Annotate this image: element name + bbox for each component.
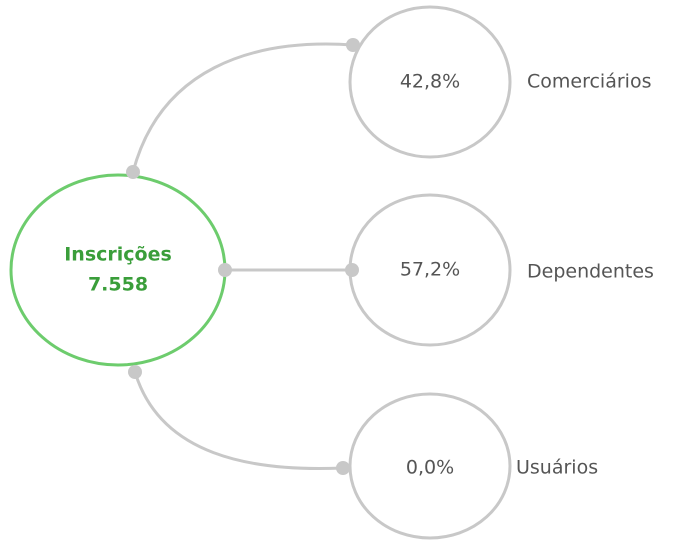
connector xyxy=(133,371,344,470)
node xyxy=(348,5,512,159)
connector-dot xyxy=(345,263,359,277)
node-percent: 57,2% xyxy=(400,259,460,281)
connector-dot xyxy=(336,461,350,475)
center-value: 7.558 xyxy=(88,274,148,296)
connector xyxy=(131,42,354,173)
center-label: Inscrições xyxy=(64,244,172,266)
connector-dot xyxy=(128,365,142,379)
node-label: Dependentes xyxy=(527,261,654,283)
node-percent: 42,8% xyxy=(400,71,460,93)
connector-dot xyxy=(218,263,232,277)
node-percent: 0,0% xyxy=(406,457,454,479)
connector-dot xyxy=(346,38,360,52)
node xyxy=(348,392,512,540)
node-label: Usuários xyxy=(516,457,598,479)
center-node xyxy=(9,173,227,367)
node-label: Comerciários xyxy=(527,71,651,93)
connector-dot xyxy=(126,165,140,179)
